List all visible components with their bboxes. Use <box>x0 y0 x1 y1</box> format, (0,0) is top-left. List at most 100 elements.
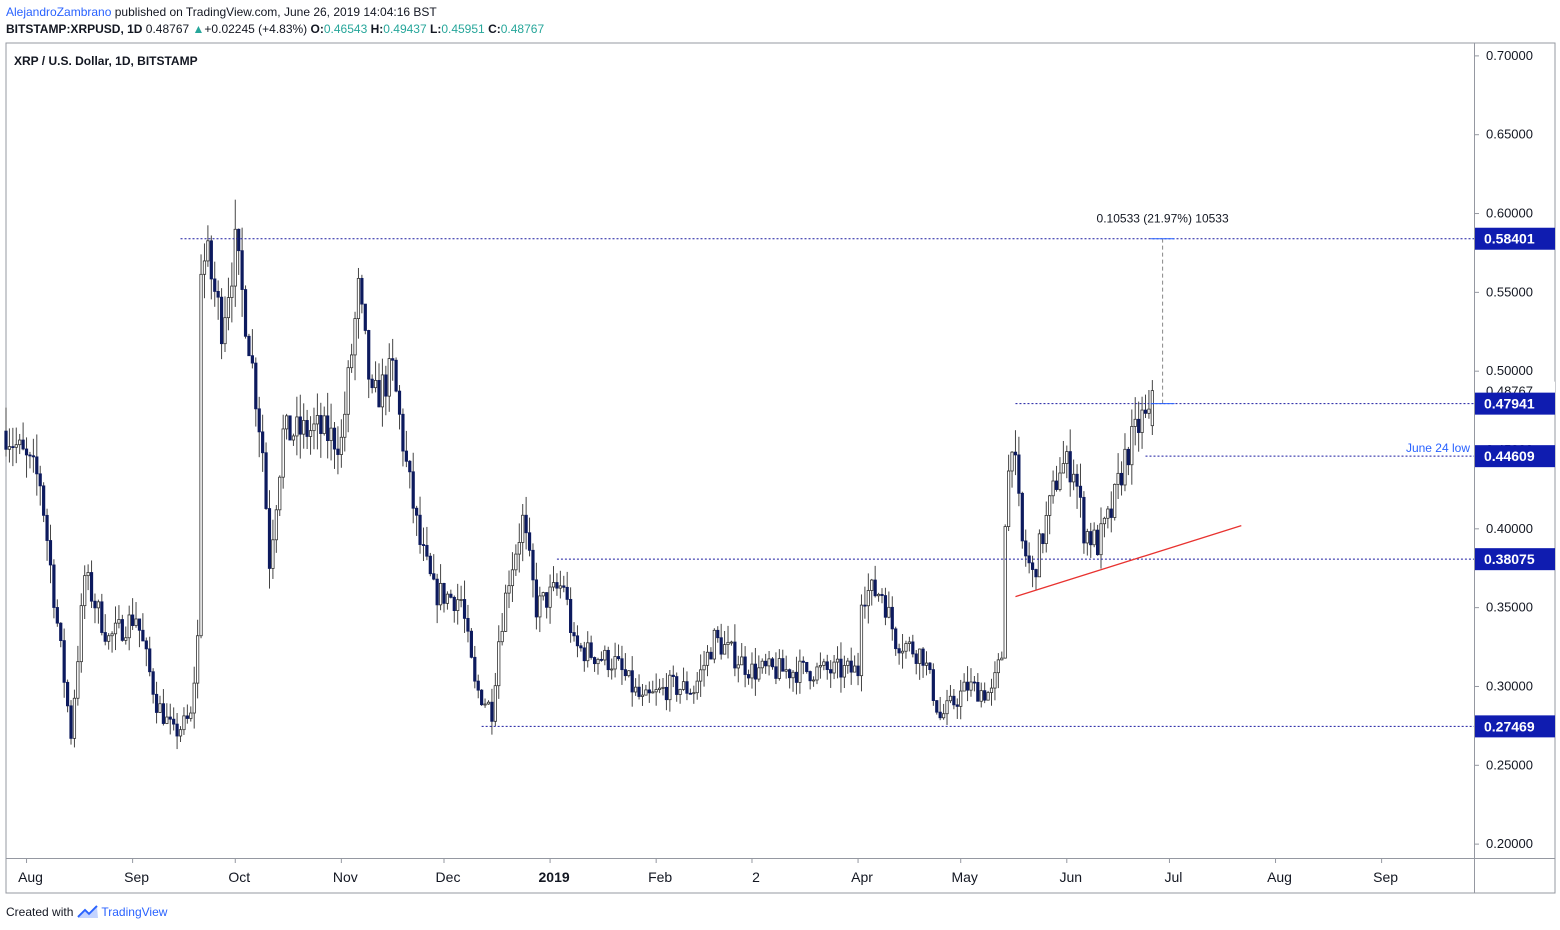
level-label-bg <box>1475 445 1555 468</box>
candle-body <box>1140 409 1144 433</box>
candle-body <box>716 629 720 639</box>
overlays-layer: June 24 low 0.10533 (21.97%) 10533 <box>180 212 1474 727</box>
candle-body <box>657 687 662 690</box>
candle-body <box>250 355 254 364</box>
high-label: H: <box>370 22 384 36</box>
candle-body <box>456 599 460 611</box>
candle-body <box>1058 472 1062 490</box>
candle-body <box>384 374 388 397</box>
candle-body <box>637 686 641 697</box>
candle-body <box>367 330 371 380</box>
price-chart[interactable]: XRP / U.S. Dollar, 1D, BITSTAMP June 24 … <box>0 0 1560 900</box>
candle-body <box>894 628 898 650</box>
candle-body <box>14 444 18 448</box>
high-value: 0.49437 <box>383 22 427 36</box>
candle-body <box>206 240 210 262</box>
candles-layer <box>4 199 1154 750</box>
x-tick-label: Sep <box>124 869 149 885</box>
level-label: 0.27469 <box>1484 718 1535 734</box>
candle-body <box>1109 508 1113 518</box>
candle-body <box>55 607 59 624</box>
candle-body <box>175 723 179 737</box>
candle-body <box>124 637 128 641</box>
candle-body <box>442 582 446 604</box>
candle-body <box>548 586 552 608</box>
candle-body <box>278 476 282 511</box>
candle-body <box>678 689 682 695</box>
candle-body <box>589 642 593 658</box>
candle-body <box>764 660 768 667</box>
candle-body <box>822 661 826 666</box>
time-axis[interactable]: Aug Sep Oct Nov Dec 2019 Feb 2 Apr May Jun Jul Aug Se… <box>18 858 1398 885</box>
candle-body <box>1017 454 1021 494</box>
candle-body <box>308 430 313 437</box>
close-value: 0.48767 <box>500 22 545 36</box>
candle-body <box>110 633 114 637</box>
candle-body <box>213 278 217 292</box>
candle-body <box>261 431 265 454</box>
candle-body <box>411 471 415 509</box>
candle-body <box>356 277 361 319</box>
candle-body <box>832 661 836 674</box>
x-tick-label: May <box>951 869 977 885</box>
candle-body <box>322 415 326 434</box>
candle-body <box>1020 492 1024 542</box>
candle-body <box>237 228 241 252</box>
candle-body <box>514 553 518 571</box>
candle-body <box>777 658 781 679</box>
candle-body <box>326 415 330 442</box>
candle-body <box>880 593 884 596</box>
candle-body <box>538 595 542 618</box>
candle-body <box>606 649 610 671</box>
candle-body <box>192 682 196 714</box>
candle-body <box>948 695 953 702</box>
candle-body <box>825 661 829 670</box>
candle-body <box>45 514 49 541</box>
candle-body <box>688 692 692 695</box>
candle-body <box>473 656 477 682</box>
candle-body <box>1007 470 1011 527</box>
candle-body <box>96 601 100 609</box>
candle-body <box>1126 448 1130 466</box>
y-tick-label: 0.40000 <box>1486 521 1533 536</box>
tradingview-link[interactable]: TradingView <box>77 904 167 920</box>
candle-body <box>767 658 771 667</box>
candle-body <box>11 446 15 448</box>
candle-body <box>801 660 805 663</box>
candle-body <box>291 435 296 441</box>
candle-body <box>418 514 422 545</box>
candle-body <box>302 420 306 435</box>
candle-body <box>942 713 946 719</box>
y-tick-label: 0.20000 <box>1486 836 1533 851</box>
candle-body <box>1075 473 1079 487</box>
candle-body <box>805 661 809 672</box>
candle-body <box>664 686 669 701</box>
candle-body <box>839 658 843 678</box>
candle-body <box>4 430 8 450</box>
candle-body <box>569 598 573 633</box>
candle-body <box>1000 657 1004 661</box>
candle-body <box>986 692 990 701</box>
candle-body <box>753 663 757 680</box>
open-value: 0.46543 <box>323 22 368 36</box>
candle-body <box>770 658 775 668</box>
tradingview-logo-icon <box>77 905 99 918</box>
candle-body <box>918 648 922 664</box>
candle-body <box>137 618 142 631</box>
y-tick-label: 0.50000 <box>1486 363 1533 378</box>
y-tick-label: 0.30000 <box>1486 678 1533 693</box>
symbol-label: BITSTAMP:XRPUSD, 1D <box>6 22 143 36</box>
candle-body <box>969 681 973 691</box>
candle-body <box>240 250 244 290</box>
candle-body <box>788 669 792 679</box>
price-axis[interactable]: 0.700000.650000.600000.550000.500000.450… <box>1474 48 1555 851</box>
candle-body <box>1065 451 1069 464</box>
candle-body <box>572 632 576 637</box>
low-value: 0.45951 <box>441 22 485 36</box>
candle-body <box>1082 496 1086 544</box>
level-label: 0.47941 <box>1484 396 1535 412</box>
candle-body <box>38 473 42 487</box>
candle-body <box>551 582 556 588</box>
author-link[interactable]: AlejandroZambrano <box>6 5 112 19</box>
x-tick-label: Jul <box>1164 869 1182 885</box>
